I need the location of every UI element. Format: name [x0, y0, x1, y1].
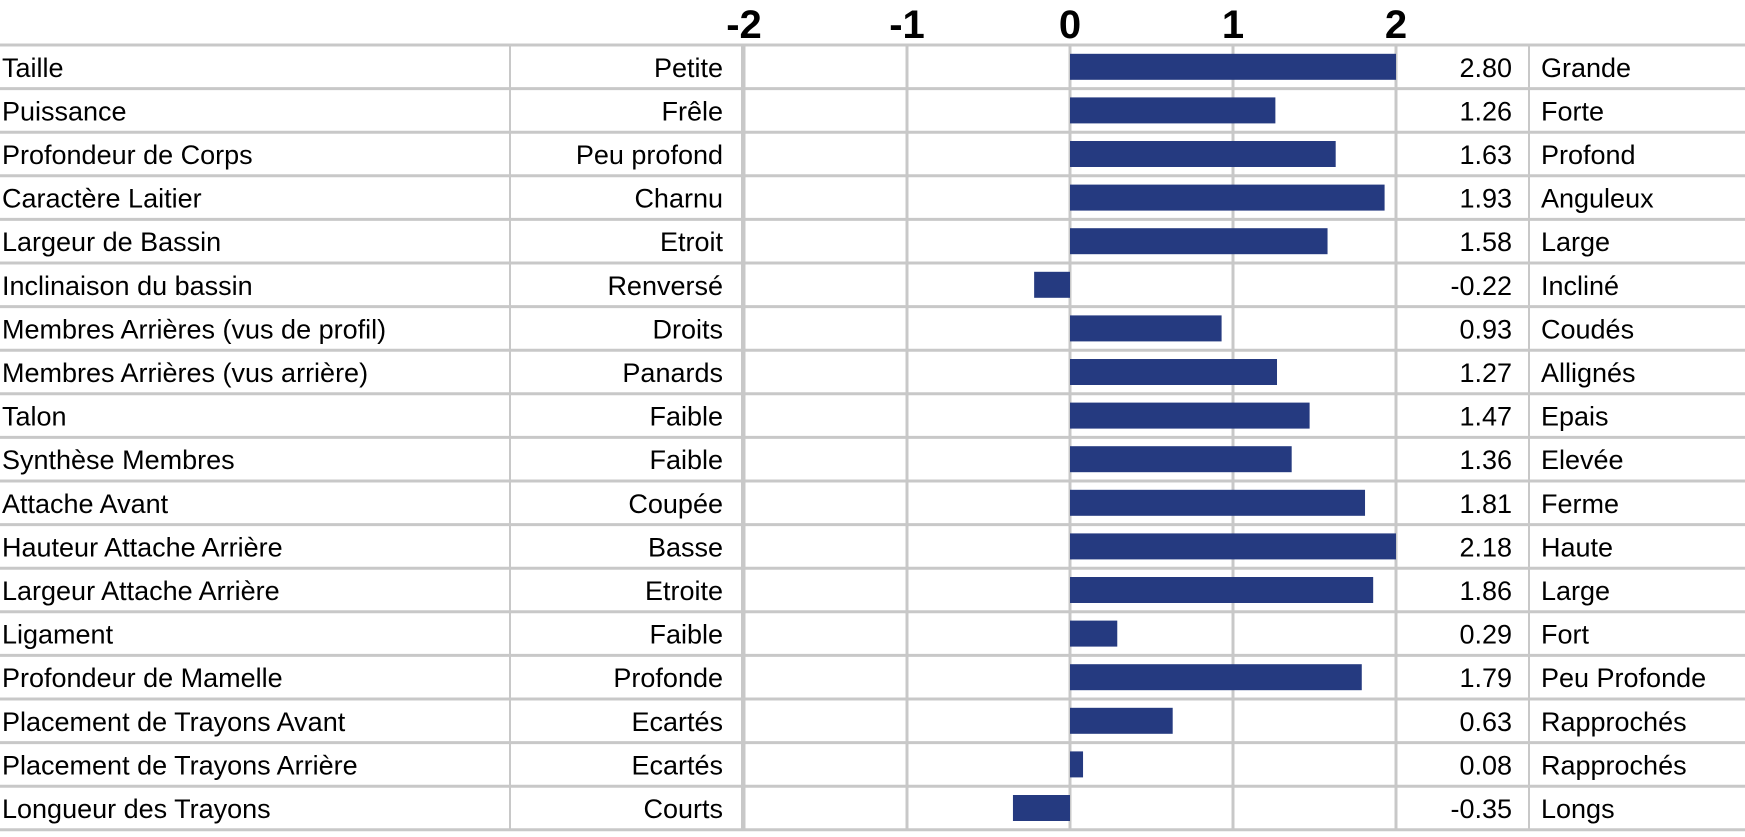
bar: [1070, 751, 1084, 778]
bar: [1070, 141, 1336, 167]
trait-label: Membres Arrières (vus arrière): [2, 358, 368, 388]
bar: [1034, 271, 1070, 298]
high-pole-label: Allignés: [1541, 358, 1636, 388]
low-pole-label: Courts: [643, 794, 723, 824]
high-pole-label: Coudés: [1541, 314, 1634, 344]
value-label: -0.35: [1450, 794, 1512, 824]
bar: [1070, 184, 1385, 211]
bar: [1070, 228, 1328, 255]
bar: [1070, 446, 1292, 473]
value-label: 1.86: [1459, 576, 1512, 606]
low-pole-label: Droits: [652, 314, 723, 344]
value-label: 1.81: [1459, 489, 1512, 519]
value-label: 0.08: [1459, 750, 1512, 780]
low-pole-label: Etroite: [645, 576, 723, 606]
value-label: 0.63: [1459, 707, 1512, 737]
trait-label: Caractère Laitier: [2, 184, 202, 214]
bar: [1070, 489, 1366, 516]
low-pole-label: Coupée: [628, 489, 723, 519]
trait-label: Profondeur de Corps: [2, 140, 253, 170]
bar: [1070, 533, 1396, 560]
low-pole-label: Ecartés: [631, 707, 723, 737]
trait-label: Taille: [2, 53, 64, 83]
bar: [1070, 359, 1278, 385]
trait-label: Talon: [2, 402, 67, 432]
trait-label: Hauteur Attache Arrière: [2, 532, 283, 562]
bar: [1070, 707, 1173, 734]
x-tick-label: -1: [889, 3, 925, 47]
low-pole-label: Charnu: [634, 184, 723, 214]
trait-label: Membres Arrières (vus de profil): [2, 314, 386, 344]
low-pole-label: Peu profond: [576, 140, 723, 170]
high-pole-label: Large: [1541, 576, 1610, 606]
bar: [1070, 315, 1222, 342]
high-pole-label: Anguleux: [1541, 184, 1654, 214]
low-pole-label: Panards: [622, 358, 723, 388]
trait-label: Ligament: [2, 620, 114, 650]
high-pole-label: Fort: [1541, 620, 1590, 650]
high-pole-label: Incliné: [1541, 271, 1619, 301]
bars: [1012, 53, 1396, 821]
high-pole-label: Grande: [1541, 53, 1631, 83]
x-tick-label: 0: [1059, 3, 1081, 47]
bar: [1070, 577, 1374, 603]
bar: [1070, 402, 1310, 429]
value-label: 1.27: [1459, 358, 1512, 388]
low-pole-label: Basse: [648, 532, 723, 562]
trait-label: Longueur des Trayons: [2, 794, 271, 824]
value-label: 0.29: [1459, 620, 1512, 650]
value-label: 1.63: [1459, 140, 1512, 170]
low-pole-label: Faible: [649, 402, 723, 432]
value-label: 1.93: [1459, 184, 1512, 214]
high-pole-label: Profond: [1541, 140, 1636, 170]
high-pole-label: Rapprochés: [1541, 707, 1687, 737]
value-label: 1.47: [1459, 402, 1512, 432]
low-pole-label: Renversé: [607, 271, 723, 301]
high-pole-label: Peu Profonde: [1541, 663, 1706, 693]
bar: [1070, 620, 1118, 647]
low-pole-label: Profonde: [613, 663, 723, 693]
high-pole-label: Longs: [1541, 794, 1615, 824]
bar: [1070, 664, 1362, 691]
trait-label: Largeur Attache Arrière: [2, 576, 280, 606]
value-label: 0.93: [1459, 314, 1512, 344]
value-label: 2.18: [1459, 532, 1512, 562]
trait-label: Inclinaison du bassin: [2, 271, 253, 301]
trait-label: Profondeur de Mamelle: [2, 663, 283, 693]
trait-label: Synthèse Membres: [2, 445, 235, 475]
bar: [1070, 53, 1396, 80]
low-pole-label: Etroit: [660, 227, 724, 257]
high-pole-label: Rapprochés: [1541, 750, 1687, 780]
value-label: 1.26: [1459, 96, 1512, 126]
labels: -2 -1 0 1 2 Taille Petite 2.80 Grande Puissance Fr…: [2, 3, 1706, 824]
high-pole-label: Ferme: [1541, 489, 1619, 519]
low-pole-label: Ecartés: [631, 750, 723, 780]
x-tick-label: 2: [1385, 3, 1407, 47]
high-pole-label: Epais: [1541, 402, 1609, 432]
trait-label: Largeur de Bassin: [2, 227, 221, 257]
x-tick-label: 1: [1222, 3, 1244, 47]
low-pole-label: Frêle: [661, 96, 723, 126]
high-pole-label: Elevée: [1541, 445, 1624, 475]
low-pole-label: Faible: [649, 445, 723, 475]
trait-label: Attache Avant: [2, 489, 169, 519]
trait-label: Placement de Trayons Arrière: [2, 750, 358, 780]
value-label: 1.79: [1459, 663, 1512, 693]
value-label: 1.58: [1459, 227, 1512, 257]
value-label: -0.22: [1450, 271, 1512, 301]
high-pole-label: Forte: [1541, 96, 1604, 126]
bar: [1012, 795, 1070, 821]
high-pole-label: Haute: [1541, 532, 1613, 562]
bar: [1070, 97, 1276, 124]
grid: [0, 43, 1745, 832]
low-pole-label: Faible: [649, 620, 723, 650]
trait-label: Puissance: [2, 96, 127, 126]
x-tick-label: -2: [726, 3, 762, 47]
value-label: 1.36: [1459, 445, 1512, 475]
low-pole-label: Petite: [654, 53, 723, 83]
trait-label: Placement de Trayons Avant: [2, 707, 346, 737]
high-pole-label: Large: [1541, 227, 1610, 257]
value-label: 2.80: [1459, 53, 1512, 83]
